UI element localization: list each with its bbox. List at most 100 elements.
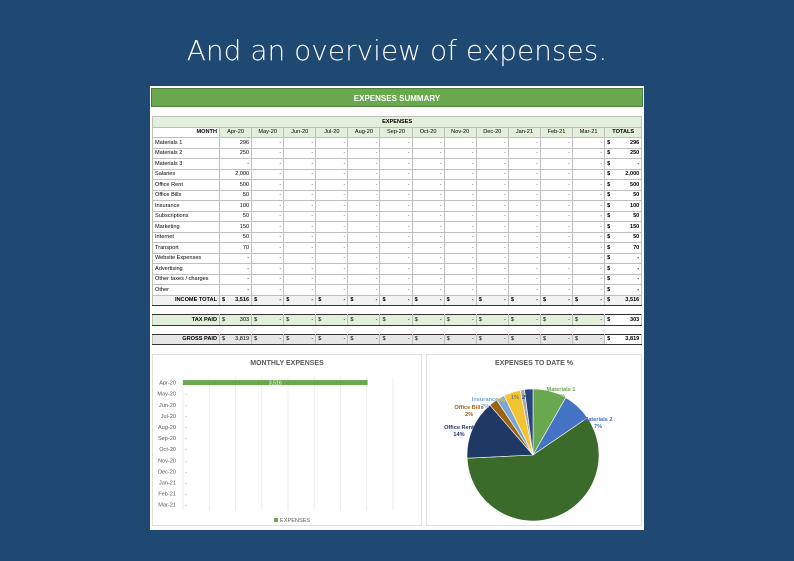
month-cell[interactable]: - bbox=[539, 137, 574, 149]
month-cell[interactable]: - bbox=[475, 179, 509, 191]
month-cell[interactable]: - bbox=[315, 273, 349, 285]
month-cell[interactable]: - bbox=[443, 221, 477, 233]
month-cell[interactable]: - bbox=[218, 263, 253, 275]
gross-paid-row-total[interactable]: $3,819 bbox=[604, 333, 643, 345]
month-cell[interactable]: - bbox=[475, 168, 509, 180]
month-cell[interactable]: - bbox=[347, 221, 381, 233]
month-cell[interactable]: - bbox=[379, 231, 413, 243]
total-cell[interactable]: $100 bbox=[604, 200, 643, 212]
month-cell[interactable]: - bbox=[539, 252, 574, 264]
month-cell[interactable]: - bbox=[572, 179, 606, 191]
month-cell[interactable]: - bbox=[283, 168, 317, 180]
month-cell[interactable]: - bbox=[539, 189, 574, 201]
month-cell[interactable]: - bbox=[507, 273, 541, 285]
month-cell[interactable]: - bbox=[283, 252, 317, 264]
month-cell[interactable]: - bbox=[411, 231, 445, 243]
month-cell[interactable]: - bbox=[283, 158, 317, 170]
month-cell[interactable]: - bbox=[507, 179, 541, 191]
month-cell[interactable]: - bbox=[443, 210, 477, 222]
month-cell[interactable]: $ - bbox=[443, 333, 477, 345]
month-cell[interactable]: $ - bbox=[539, 314, 574, 326]
month-cell[interactable]: - bbox=[315, 168, 349, 180]
month-cell[interactable]: - bbox=[347, 179, 381, 191]
month-cell[interactable]: $ - bbox=[572, 333, 606, 345]
month-cell[interactable]: - bbox=[218, 284, 253, 296]
month-cell[interactable]: - bbox=[507, 168, 541, 180]
month-cell[interactable]: - bbox=[379, 147, 413, 159]
month-cell[interactable]: - bbox=[572, 158, 606, 170]
month-cell[interactable]: - bbox=[443, 179, 477, 191]
month-cell[interactable]: $ - bbox=[283, 294, 317, 306]
month-cell[interactable]: $ - bbox=[411, 294, 445, 306]
month-cell[interactable]: - bbox=[443, 200, 477, 212]
month-cell[interactable]: - bbox=[315, 200, 349, 212]
month-cell[interactable]: - bbox=[315, 284, 349, 296]
month-cell[interactable]: - bbox=[315, 158, 349, 170]
month-cell[interactable]: - bbox=[251, 189, 285, 201]
month-cell[interactable]: $ - bbox=[507, 333, 541, 345]
month-cell[interactable]: - bbox=[379, 168, 413, 180]
month-cell[interactable]: - bbox=[315, 147, 349, 159]
month-cell[interactable]: - bbox=[315, 210, 349, 222]
month-cell[interactable]: - bbox=[347, 137, 381, 149]
month-cell[interactable]: $ - bbox=[539, 333, 574, 345]
month-cell[interactable]: - bbox=[283, 137, 317, 149]
month-cell[interactable]: - bbox=[572, 284, 606, 296]
month-cell[interactable]: - bbox=[411, 137, 445, 149]
month-cell[interactable]: $ - bbox=[507, 314, 541, 326]
month-cell[interactable]: - bbox=[475, 252, 509, 264]
total-cell[interactable]: $150 bbox=[604, 221, 643, 233]
month-cell[interactable]: - bbox=[347, 189, 381, 201]
month-cell[interactable]: - bbox=[347, 252, 381, 264]
month-cell[interactable]: - bbox=[251, 273, 285, 285]
month-cell[interactable]: - bbox=[443, 231, 477, 243]
month-cell[interactable]: - bbox=[539, 158, 574, 170]
month-cell[interactable]: $ - bbox=[411, 314, 445, 326]
month-cell[interactable]: - bbox=[347, 263, 381, 275]
total-cell[interactable]: $ - bbox=[604, 263, 643, 275]
total-cell[interactable]: $50 bbox=[604, 189, 643, 201]
month-cell[interactable]: - bbox=[507, 242, 541, 254]
month-cell[interactable]: - bbox=[347, 231, 381, 243]
month-cell[interactable]: - bbox=[475, 284, 509, 296]
month-cell[interactable]: - bbox=[507, 263, 541, 275]
month-cell[interactable]: 50 bbox=[218, 210, 253, 222]
month-cell[interactable]: - bbox=[475, 147, 509, 159]
month-cell[interactable]: $ - bbox=[283, 333, 317, 345]
month-cell[interactable]: - bbox=[347, 284, 381, 296]
month-cell[interactable]: - bbox=[411, 221, 445, 233]
month-cell[interactable]: - bbox=[507, 158, 541, 170]
month-cell[interactable]: - bbox=[379, 179, 413, 191]
month-cell[interactable]: - bbox=[411, 252, 445, 264]
month-cell[interactable]: $ - bbox=[347, 294, 381, 306]
month-cell[interactable]: - bbox=[572, 189, 606, 201]
total-cell[interactable]: $50 bbox=[604, 210, 643, 222]
month-cell[interactable]: - bbox=[315, 189, 349, 201]
month-cell[interactable]: - bbox=[379, 200, 413, 212]
month-cell[interactable]: - bbox=[347, 147, 381, 159]
month-cell[interactable]: 500 bbox=[218, 179, 253, 191]
month-cell[interactable]: - bbox=[411, 147, 445, 159]
month-cell[interactable]: - bbox=[315, 221, 349, 233]
month-cell[interactable]: - bbox=[315, 179, 349, 191]
month-cell[interactable]: $ - bbox=[572, 294, 606, 306]
month-cell[interactable]: - bbox=[539, 168, 574, 180]
month-cell[interactable]: - bbox=[347, 210, 381, 222]
month-cell[interactable]: - bbox=[572, 137, 606, 149]
month-cell[interactable]: - bbox=[283, 231, 317, 243]
month-cell[interactable]: - bbox=[443, 147, 477, 159]
month-cell[interactable]: - bbox=[251, 168, 285, 180]
month-cell[interactable]: $ - bbox=[251, 294, 285, 306]
month-cell[interactable]: - bbox=[315, 242, 349, 254]
month-cell[interactable]: - bbox=[443, 158, 477, 170]
month-cell[interactable]: - bbox=[251, 252, 285, 264]
month-cell[interactable]: $ - bbox=[411, 333, 445, 345]
month-cell[interactable]: 2,000 bbox=[218, 168, 253, 180]
month-cell[interactable]: - bbox=[347, 242, 381, 254]
month-cell[interactable]: - bbox=[507, 210, 541, 222]
month-cell[interactable]: - bbox=[443, 242, 477, 254]
month-cell[interactable]: $ - bbox=[315, 294, 349, 306]
month-cell[interactable]: 70 bbox=[218, 242, 253, 254]
month-cell[interactable]: - bbox=[507, 200, 541, 212]
month-cell[interactable]: - bbox=[315, 137, 349, 149]
